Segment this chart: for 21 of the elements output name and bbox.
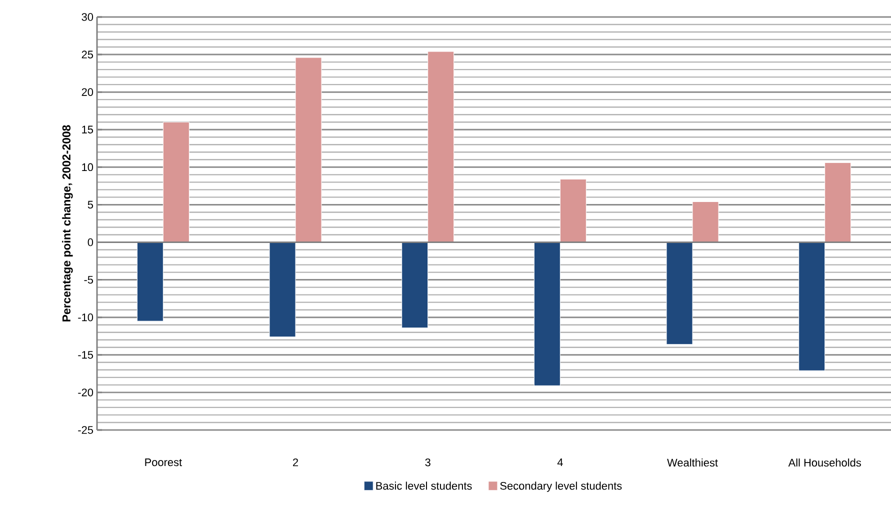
legend-label: Basic level students bbox=[376, 482, 472, 490]
y-tick-label: 10 bbox=[82, 163, 94, 172]
y-tick-label: 15 bbox=[82, 126, 94, 134]
y-tick-label: -25 bbox=[78, 426, 94, 434]
y-tick-label: -5 bbox=[84, 276, 94, 284]
x-tick-label: 4 bbox=[557, 458, 563, 466]
x-tick-label: 3 bbox=[425, 458, 430, 466]
legend-label: Secondary level students bbox=[500, 482, 622, 492]
y-axis-title: Percentage point change, 2002-2008 bbox=[62, 125, 73, 322]
y-tick-label: -20 bbox=[78, 388, 94, 396]
y-tick-label: -15 bbox=[78, 351, 94, 359]
y-tick-label: -10 bbox=[78, 313, 94, 322]
y-tick-label: 5 bbox=[88, 200, 94, 209]
x-tick-label: All Households bbox=[788, 458, 861, 467]
x-tick-label: Wealthiest bbox=[667, 458, 718, 467]
y-tick-label: 30 bbox=[82, 13, 94, 21]
x-tick-label: 2 bbox=[293, 458, 298, 466]
y-tick-label: 0 bbox=[88, 238, 94, 246]
y-tick-label: 25 bbox=[82, 50, 94, 58]
x-tick-label: Poorest bbox=[145, 458, 182, 466]
y-tick-label: 20 bbox=[82, 88, 94, 96]
